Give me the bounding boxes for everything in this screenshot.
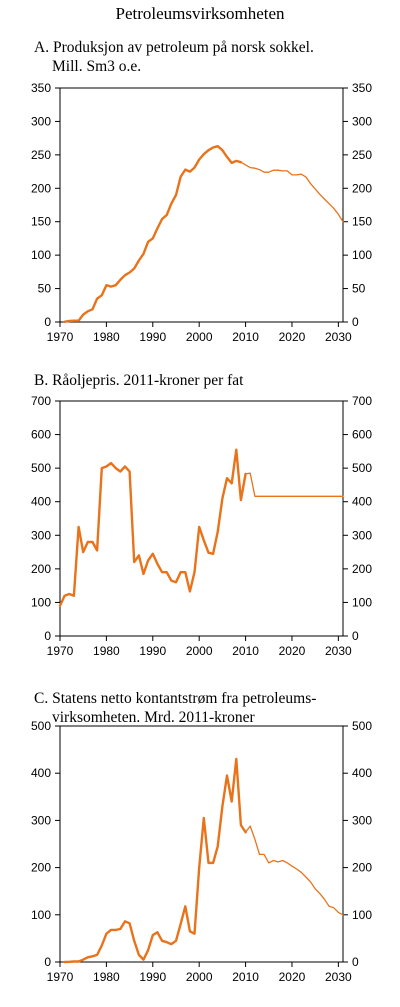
chart-c-title: C. Statens netto kontantstrøm fra petrol… (34, 689, 316, 727)
x-tick-label: 1980 (93, 330, 120, 344)
page-title: Petroleumsvirksomheten (115, 4, 285, 23)
projection-series-line (244, 472, 344, 497)
y-tick-label-left: 0 (44, 955, 51, 969)
y-tick-label-left: 0 (44, 629, 51, 643)
projection-series-line (244, 825, 344, 916)
plot-frame (59, 87, 344, 323)
x-tick-label: 2010 (232, 330, 259, 344)
chart-a-title-line2: Mill. Sm3 o.e. (52, 58, 142, 75)
y-tick-label-right: 400 (352, 495, 372, 509)
x-tick-label: 1990 (139, 644, 166, 658)
y-tick-label-left: 600 (31, 428, 51, 442)
y-tick-label-right: 500 (352, 461, 372, 475)
y-tick-label-left: 300 (31, 114, 51, 128)
projection-series-line (240, 161, 344, 223)
y-tick-label-left: 150 (31, 215, 51, 229)
chart-c-title-line2: virksomheten. Mrd. 2011-kroner (52, 709, 255, 726)
y-tick-label-right: 0 (352, 315, 359, 329)
y-tick-label-right: 200 (352, 562, 372, 576)
y-tick-label-left: 700 (31, 394, 51, 408)
historical-series-line (58, 448, 247, 607)
y-tick-label-right: 300 (352, 114, 372, 128)
y-tick-label-right: 600 (352, 428, 372, 442)
x-tick-label: 2010 (232, 644, 259, 658)
x-tick-label: 2020 (279, 644, 306, 658)
y-tick-label-left: 200 (31, 861, 51, 875)
y-tick-label-right: 100 (352, 595, 372, 609)
historical-series-line (63, 757, 247, 964)
y-tick-label-left: 300 (31, 813, 51, 827)
x-tick-label: 1970 (47, 330, 74, 344)
y-tick-label-right: 100 (352, 908, 372, 922)
y-tick-label-right: 200 (352, 861, 372, 875)
y-tick-label-left: 100 (31, 595, 51, 609)
y-tick-label-right: 300 (352, 528, 372, 542)
x-tick-label: 2000 (186, 644, 213, 658)
y-tick-label-right: 0 (352, 955, 359, 969)
historical-series-line (63, 144, 243, 323)
y-tick-label-left: 500 (31, 461, 51, 475)
chart-b: 0 0 100 100 200 200 300 300 400 400 500 500 600 600 70… (31, 394, 372, 658)
y-tick-label-left: 200 (31, 562, 51, 576)
y-tick-label-left: 200 (31, 181, 51, 195)
y-tick-label-left: 400 (31, 495, 51, 509)
x-tick-label: 1970 (47, 644, 74, 658)
y-tick-label-right: 500 (352, 719, 372, 733)
x-tick-label: 1980 (93, 644, 120, 658)
y-tick-label-left: 350 (31, 81, 51, 95)
y-tick-label-left: 100 (31, 908, 51, 922)
x-tick-label: 2030 (325, 970, 352, 984)
y-tick-label-right: 700 (352, 394, 372, 408)
x-tick-label: 2000 (186, 970, 213, 984)
y-tick-label-left: 300 (31, 528, 51, 542)
x-tick-label: 1990 (139, 970, 166, 984)
y-tick-label-right: 100 (352, 248, 372, 262)
chart-a: 0 0 50 50 100 100 150 150 200 200 250 250 300 300 350 3… (31, 81, 372, 344)
x-tick-label: 2020 (279, 970, 306, 984)
y-tick-label-right: 50 (352, 282, 366, 296)
chart-a-title: A. Produksjon av petroleum på norsk sokk… (34, 38, 314, 76)
x-tick-label: 2030 (325, 330, 352, 344)
y-tick-label-right: 150 (352, 215, 372, 229)
x-tick-label: 2020 (279, 330, 306, 344)
y-tick-label-left: 100 (31, 248, 51, 262)
y-tick-label-right: 300 (352, 813, 372, 827)
plot-frame (59, 725, 344, 963)
y-tick-label-left: 0 (44, 315, 51, 329)
y-tick-label-right: 0 (352, 629, 359, 643)
y-tick-label-right: 400 (352, 766, 372, 780)
x-tick-label: 1970 (47, 970, 74, 984)
chart-b-title-line1: B. Råoljepris. 2011-kroner per fat (34, 372, 244, 389)
y-tick-label-right: 250 (352, 148, 372, 162)
y-tick-label-left: 50 (38, 282, 52, 296)
x-tick-label: 2010 (232, 970, 259, 984)
x-tick-label: 2000 (186, 330, 213, 344)
y-tick-label-left: 250 (31, 148, 51, 162)
x-tick-label: 1990 (139, 330, 166, 344)
y-tick-label-right: 200 (352, 181, 372, 195)
plot-frame (59, 400, 344, 637)
chart-a-title-line1: A. Produksjon av petroleum på norsk sokk… (34, 39, 314, 56)
chart-b-title: B. Råoljepris. 2011-kroner per fat (34, 371, 243, 390)
y-tick-label-left: 400 (31, 766, 51, 780)
x-tick-label: 1980 (93, 970, 120, 984)
x-tick-label: 2030 (325, 644, 352, 658)
chart-c-title-line1: C. Statens netto kontantstrøm fra petrol… (34, 690, 317, 707)
y-tick-label-left: 500 (31, 719, 51, 733)
y-tick-label-right: 350 (352, 81, 372, 95)
